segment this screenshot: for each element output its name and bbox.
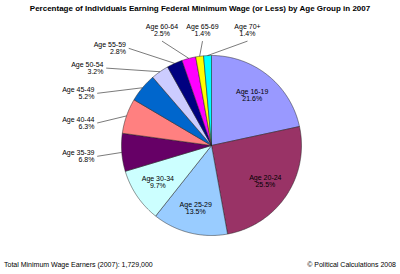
html-text:Total Minimum Wage Earners (20: Total Minimum Wage Earners (2007): 1,729… [4,261,153,268]
svg-text:Age 30-349.7%: Age 30-349.7% [142,175,174,189]
svg-text:Age 40-446.3%: Age 40-446.3% [62,116,94,130]
svg-text:Age 45-495.2%: Age 45-495.2% [62,86,94,100]
svg-text:Age 60-642.5%: Age 60-642.5% [146,23,178,37]
svg-text:Age 50-543.2%: Age 50-543.2% [71,61,103,75]
svg-text:Age 35-396.8%: Age 35-396.8% [62,149,94,163]
svg-text:Age 20-2425.5%: Age 20-2425.5% [249,174,281,188]
svg-text:Age 16-1921.6%: Age 16-1921.6% [236,88,268,102]
svg-text:Age 65-691.4%: Age 65-691.4% [186,23,218,37]
html-text:Percentage of Individuals Earn: Percentage of Individuals Earning Federa… [29,4,371,13]
html-text:© Political Calculations 2008: © Political Calculations 2008 [307,261,396,268]
svg-text:Age 25-2913.5%: Age 25-2913.5% [180,201,212,215]
svg-text:Age 70+1.4%: Age 70+1.4% [234,23,260,37]
svg-text:Age 55-592.8%: Age 55-592.8% [94,41,126,55]
